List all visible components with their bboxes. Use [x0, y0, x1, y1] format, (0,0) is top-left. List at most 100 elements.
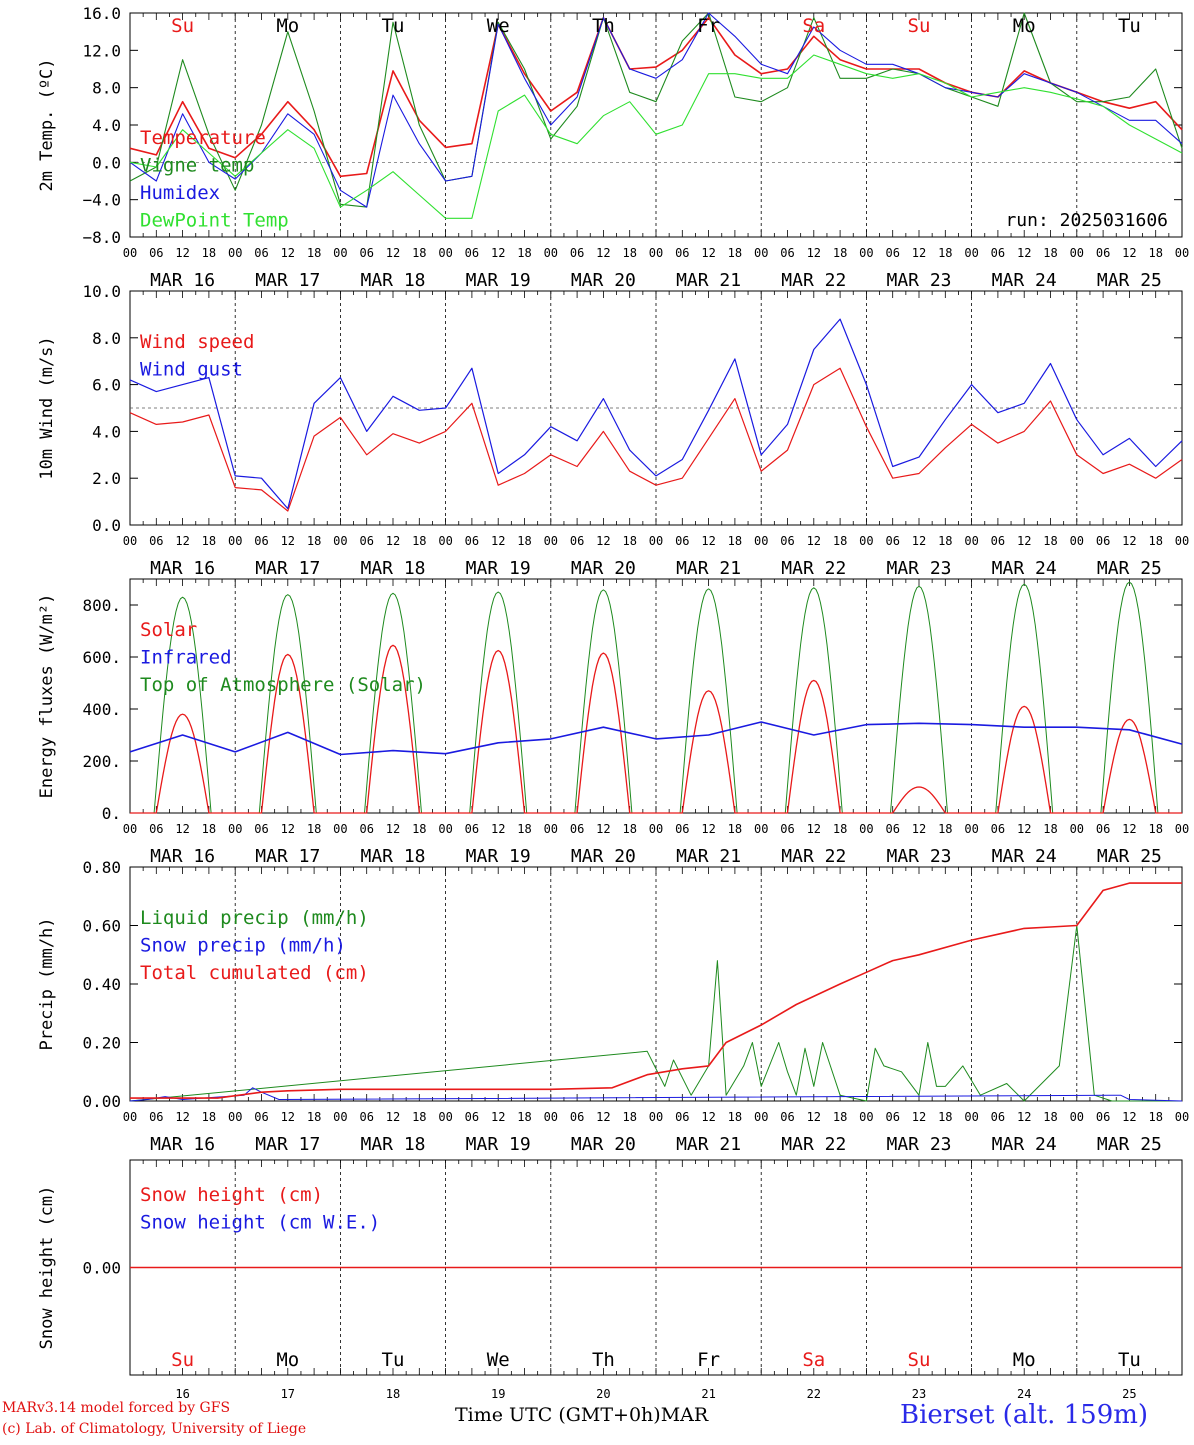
- hour-tick-label: 18: [833, 246, 847, 260]
- hour-tick-label: 18: [1043, 534, 1057, 548]
- hour-tick-label: 18: [1148, 822, 1162, 836]
- date-label: MAR 19: [466, 270, 531, 291]
- hour-tick-label: 06: [465, 822, 479, 836]
- hour-tick-label: 06: [359, 1110, 373, 1124]
- series-line-snow-precip: [129, 1087, 1183, 1102]
- y-tick-label: −4.0: [82, 191, 121, 210]
- hour-tick-label: 06: [1096, 534, 1110, 548]
- hour-tick-label: 18: [622, 822, 636, 836]
- hour-tick-label: 00: [544, 822, 558, 836]
- hour-tick-label: 06: [254, 534, 268, 548]
- date-label: MAR 20: [571, 1134, 636, 1155]
- date-label: MAR 20: [571, 846, 636, 867]
- hour-tick-label: 18: [1148, 534, 1162, 548]
- y-tick-label: 0.00: [82, 1259, 121, 1278]
- y-tick-label: 10.0: [82, 282, 121, 301]
- hour-tick-label: 18: [517, 534, 531, 548]
- hour-tick-label: 18: [833, 534, 847, 548]
- day-name-bottom: Mo: [276, 1349, 299, 1371]
- hour-tick-label: 00: [649, 1110, 663, 1124]
- hour-tick-label: 06: [780, 246, 794, 260]
- y-tick-label: 0.00: [82, 1092, 121, 1111]
- day-number-label: 16: [175, 1387, 189, 1401]
- legend-wind-speed: Wind speed: [140, 331, 254, 353]
- date-label: MAR 19: [466, 846, 531, 867]
- hour-tick-label: 12: [281, 1110, 295, 1124]
- hour-tick-label: 12: [386, 822, 400, 836]
- day-number-label: 21: [701, 1387, 715, 1401]
- series-line-temperature: [129, 16, 1183, 178]
- date-label: MAR 17: [255, 558, 320, 579]
- hour-tick-label: 06: [465, 246, 479, 260]
- hour-tick-label: 06: [359, 534, 373, 548]
- legend-infrared: Infrared: [140, 647, 232, 669]
- date-label: MAR 17: [255, 846, 320, 867]
- run-annotation: run: 2025031606: [1005, 210, 1168, 231]
- hour-tick-label: 12: [175, 246, 189, 260]
- hour-tick-label: 00: [544, 534, 558, 548]
- hour-tick-label: 00: [333, 1110, 347, 1124]
- date-label: MAR 18: [360, 1134, 425, 1155]
- hour-tick-label: 06: [885, 822, 899, 836]
- day-number-label: 24: [1017, 1387, 1031, 1401]
- day-name-bottom: Tu: [382, 1349, 405, 1371]
- day-name-bottom: Th: [592, 1349, 615, 1371]
- day-name-top: Su: [908, 15, 931, 37]
- hour-tick-label: 18: [938, 534, 952, 548]
- hour-tick-label: 06: [991, 1110, 1005, 1124]
- y-axis-label: 2m Temp. (ºC): [37, 58, 57, 191]
- hour-tick-label: 12: [912, 822, 926, 836]
- legend-humidex: Humidex: [140, 182, 220, 204]
- series-line-liquid-precip: [129, 925, 1182, 1102]
- day-number-label: 18: [386, 1387, 400, 1401]
- date-label: MAR 23: [886, 270, 951, 291]
- hour-tick-label: 12: [281, 534, 295, 548]
- series-line-solar: [130, 644, 1182, 814]
- date-label: MAR 16: [150, 270, 215, 291]
- hour-tick-label: 06: [675, 1110, 689, 1124]
- y-tick-label: −8.0: [82, 228, 121, 247]
- legend-liquid-precip-mm-h: Liquid precip (mm/h): [140, 907, 369, 929]
- hour-tick-label: 18: [1043, 822, 1057, 836]
- hour-tick-label: 00: [123, 822, 137, 836]
- x-axis-title: Time UTC (GMT+0h)MAR: [455, 1404, 708, 1426]
- hour-tick-label: 06: [570, 534, 584, 548]
- hour-tick-label: 18: [833, 822, 847, 836]
- x-axis-month: MAR: [660, 1404, 709, 1426]
- y-axis-label: 10m Wind (m/s): [37, 336, 57, 479]
- hour-tick-label: 18: [307, 534, 321, 548]
- day-number-label: 20: [596, 1387, 610, 1401]
- date-label: MAR 16: [150, 558, 215, 579]
- y-tick-label: 600.: [82, 648, 121, 667]
- date-label: MAR 25: [1097, 846, 1162, 867]
- hour-tick-label: 18: [728, 534, 742, 548]
- legend-temperature: Temperature: [140, 127, 266, 149]
- hour-tick-label: 00: [333, 822, 347, 836]
- hour-tick-label: 00: [438, 1110, 452, 1124]
- hour-tick-label: 12: [386, 534, 400, 548]
- hour-tick-label: 00: [1175, 1110, 1189, 1124]
- hour-tick-label: 06: [254, 1110, 268, 1124]
- date-label: MAR 22: [781, 270, 846, 291]
- date-label: MAR 23: [886, 1134, 951, 1155]
- y-tick-label: 0.80: [82, 858, 121, 877]
- hour-tick-label: 06: [149, 534, 163, 548]
- hour-tick-label: 12: [701, 1110, 715, 1124]
- hour-tick-label: 18: [938, 822, 952, 836]
- hour-tick-label: 00: [649, 246, 663, 260]
- hour-tick-label: 06: [885, 534, 899, 548]
- hour-tick-label: 00: [754, 534, 768, 548]
- day-number-label: 17: [281, 1387, 295, 1401]
- date-label: MAR 22: [781, 846, 846, 867]
- day-name-bottom: Su: [171, 1349, 194, 1371]
- hour-tick-label: 18: [202, 1110, 216, 1124]
- date-label: MAR 25: [1097, 558, 1162, 579]
- hour-tick-label: 00: [228, 246, 242, 260]
- hour-tick-label: 06: [254, 822, 268, 836]
- y-axis-label: Energy fluxes (W/m²): [37, 594, 57, 799]
- y-tick-label: 6.0: [92, 376, 121, 395]
- date-label: MAR 19: [466, 1134, 531, 1155]
- hour-tick-label: 18: [307, 1110, 321, 1124]
- hour-tick-label: 06: [675, 246, 689, 260]
